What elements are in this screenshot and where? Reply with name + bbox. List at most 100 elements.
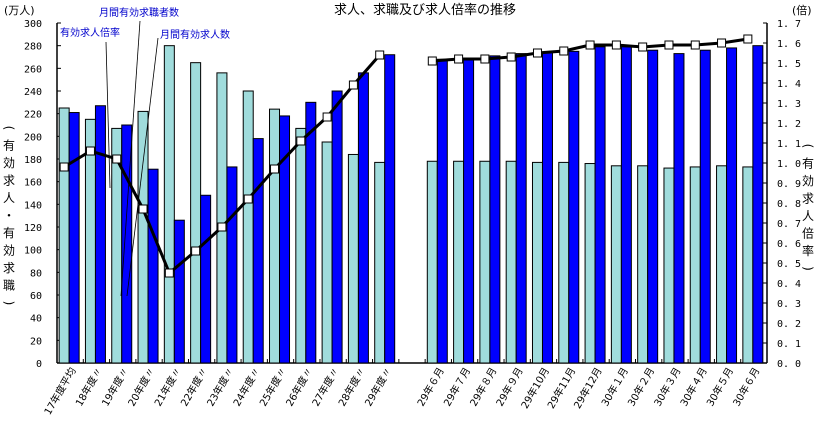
ratio-marker <box>690 40 700 50</box>
ratio-marker <box>296 136 306 146</box>
bar-series <box>58 45 764 364</box>
svg-text:人: 人 <box>3 191 15 205</box>
ratio-marker <box>480 54 490 64</box>
svg-text:職: 職 <box>3 279 15 293</box>
left-tick-label: 40 <box>30 314 42 325</box>
seekers-bar <box>269 108 281 364</box>
ratio-marker <box>217 222 227 232</box>
seekers-bar <box>742 166 754 364</box>
series-annotation: 有効求人倍率 <box>60 26 120 39</box>
svg-text:効: 効 <box>3 155 15 170</box>
left-axis-unit: (万人) <box>4 4 35 17</box>
seekers-bar <box>374 161 386 364</box>
svg-text:求: 求 <box>802 192 814 206</box>
seekers-bar <box>84 118 96 364</box>
svg-text:効: 効 <box>802 173 814 188</box>
openings-bar <box>226 166 238 364</box>
ratio-marker <box>743 34 753 44</box>
openings-bar <box>594 46 606 364</box>
seekers-bar <box>58 107 70 364</box>
ratio-marker <box>270 164 280 174</box>
right-axis-unit: (倍) <box>792 3 812 17</box>
seekers-bar <box>137 110 149 364</box>
ratio-marker <box>191 246 201 256</box>
left-tick-label: 140 <box>24 200 42 211</box>
right-tick-label: 1. 4 <box>777 79 801 90</box>
openings-bar <box>463 57 475 364</box>
right-tick-label: 0. 9 <box>777 179 801 190</box>
left-tick-label: 0 <box>36 359 42 370</box>
svg-text:人: 人 <box>802 209 814 223</box>
series-annotation: 月間有効求職者数 <box>99 6 179 19</box>
left-tick-label: 20 <box>30 336 42 347</box>
openings-bar <box>252 138 264 364</box>
svg-text:): ) <box>2 301 16 306</box>
seekers-bar <box>479 160 491 364</box>
ratio-marker <box>559 46 569 56</box>
right-axis-label: (有効求人倍率) <box>801 144 815 271</box>
openings-bar <box>647 49 659 364</box>
seekers-bar <box>637 165 649 364</box>
svg-text:有: 有 <box>3 139 15 153</box>
ratio-marker <box>585 40 595 50</box>
x-axis-labels: 17年度平均18年度〃19年度〃20年度〃21年度〃22年度〃23年度〃24年度… <box>41 365 762 417</box>
svg-text:): ) <box>801 266 815 271</box>
ratio-marker <box>164 268 174 278</box>
ratio-marker <box>664 40 674 50</box>
svg-text:率: 率 <box>802 243 814 258</box>
openings-bar <box>357 72 369 364</box>
ratio-marker <box>112 154 122 164</box>
ratio-marker <box>532 48 542 58</box>
openings-bar <box>541 51 553 364</box>
openings-bar <box>436 58 448 364</box>
seekers-bar <box>347 153 359 364</box>
right-tick-label: 1. 5 <box>777 59 801 70</box>
chart-title: 求人、求職及び求人倍率の推移 <box>334 2 516 18</box>
seekers-bar <box>610 165 622 364</box>
left-tick-label: 180 <box>24 155 42 166</box>
seekers-bar <box>689 166 701 364</box>
right-tick-label: 1. 2 <box>777 119 801 130</box>
ratio-marker <box>611 40 621 50</box>
openings-bar <box>147 168 159 364</box>
x-tick-label: 17年度平均 <box>41 365 79 417</box>
openings-bar <box>94 105 106 364</box>
series-annotation: 月間有効求人数 <box>160 28 230 41</box>
seekers-bar <box>163 45 175 364</box>
ratio-marker <box>454 54 464 64</box>
ratio-marker <box>59 162 69 172</box>
seekers-bar <box>505 160 517 364</box>
ratio-marker <box>427 56 437 66</box>
ratio-marker <box>506 52 516 62</box>
seekers-bar <box>453 160 465 364</box>
left-tick-label: 160 <box>24 178 42 189</box>
svg-text:(: ( <box>2 126 16 131</box>
svg-text:有: 有 <box>802 157 814 171</box>
right-tick-label: 0. 7 <box>777 219 801 230</box>
left-tick-label: 100 <box>24 246 42 257</box>
ratio-line-series <box>59 34 753 278</box>
right-tick-label: 0. 8 <box>777 199 801 210</box>
left-axis-label: (有効求人・有効求職) <box>2 126 16 306</box>
openings-bar <box>68 112 80 364</box>
openings-bar <box>305 101 317 364</box>
right-tick-label: 1. 3 <box>777 99 801 110</box>
right-tick-label: 0. 2 <box>777 319 801 330</box>
right-tick-label: 0. 4 <box>777 279 801 290</box>
svg-text:求: 求 <box>3 261 15 275</box>
seekers-bar <box>426 160 438 364</box>
seekers-bar <box>716 165 728 364</box>
seekers-bar <box>584 163 596 364</box>
ratio-marker <box>85 146 95 156</box>
left-tick-label: 300 <box>24 19 42 30</box>
openings-bar <box>515 53 527 364</box>
openings-bar <box>489 55 501 364</box>
svg-text:効: 効 <box>3 243 15 258</box>
openings-bar <box>752 45 764 364</box>
seekers-bar <box>190 62 202 364</box>
seekers-bar <box>295 127 307 364</box>
right-tick-label: 1. 7 <box>777 19 801 30</box>
openings-bar <box>620 46 632 364</box>
